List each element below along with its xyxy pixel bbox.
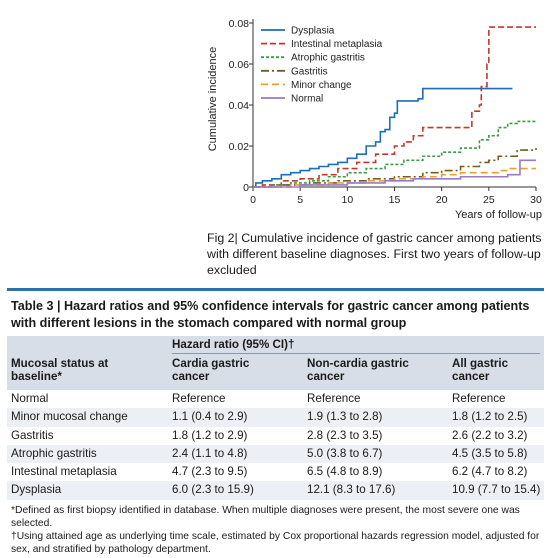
series-line-dysplasia	[253, 87, 513, 188]
table-title: Table 3 | Hazard ratios and 95% confiden…	[7, 288, 544, 336]
series-line-atrophic-gastritis	[253, 120, 536, 188]
legend-label: Intestinal metaplasia	[291, 39, 383, 50]
col-header-cardia: Cardia gastric cancer	[172, 357, 250, 383]
figure-caption-text: Cumulative incidence of gastric cancer a…	[207, 231, 542, 277]
col-header-all: All gastric cancer	[452, 357, 509, 383]
cell-all: 10.9 (7.7 to 15.4)	[452, 483, 541, 497]
table-row: Intestinal metaplasia 4.7 (2.3 to 9.5) 6…	[7, 463, 544, 481]
series-line-intestinal-metaplasia	[253, 26, 536, 188]
x-tick-label: 30	[530, 194, 542, 206]
figure-caption: Fig 2| Cumulative incidence of gastric c…	[207, 230, 547, 278]
cell-noncardia: 2.8 (2.3 to 3.5)	[307, 428, 383, 442]
table-row: Minor mucosal change 1.1 (0.4 to 2.9) 1.…	[7, 408, 544, 427]
x-tick-label: 20	[436, 194, 448, 206]
table-title-text: Hazard ratios and 95% confidence interva…	[11, 299, 530, 330]
cell-noncardia: 6.5 (4.8 to 8.9)	[307, 465, 383, 479]
cell-all: 6.2 (4.7 to 8.2)	[452, 465, 528, 479]
legend-label: Gastritis	[291, 66, 328, 77]
cell-noncardia: 12.1 (8.3 to 17.6)	[307, 483, 396, 497]
hazard-ratio-table: Table 3 | Hazard ratios and 95% confiden…	[7, 288, 544, 557]
cell-cardia: 6.0 (2.3 to 15.9)	[172, 483, 254, 497]
series-line-gastritis	[253, 148, 537, 188]
cell-status: Dysplasia	[11, 483, 62, 497]
col-header-status: Mucosal status at baseline*	[11, 357, 109, 383]
y-tick-label: 0.06	[229, 59, 250, 71]
cell-all: 4.5 (3.5 to 5.8)	[452, 446, 528, 460]
cell-status: Atrophic gastritis	[11, 446, 97, 460]
table-footnotes: *Defined as first biopsy identified in d…	[7, 500, 544, 557]
cell-all: 2.6 (2.2 to 3.2)	[452, 428, 528, 442]
footnote-method: †Using attained age as underlying time s…	[11, 531, 540, 556]
cell-noncardia: Reference	[307, 392, 361, 405]
hazard-ratio-header: Hazard ratio (95% CI)†	[172, 338, 295, 351]
table-row: Gastritis 1.8 (1.2 to 2.9) 2.8 (2.3 to 3…	[7, 427, 544, 445]
table-header: Hazard ratio (95% CI)† Mucosal status at…	[7, 336, 544, 390]
y-tick-label: 0.04	[229, 100, 250, 112]
y-tick-label: 0	[243, 182, 249, 194]
cell-cardia: 1.8 (1.2 to 2.9)	[172, 428, 248, 442]
table-row: Atrophic gastritis 2.4 (1.1 to 4.8) 5.0 …	[7, 444, 544, 464]
x-tick-label: 5	[297, 194, 303, 206]
chart-svg: 0 5 10 15 20 25 30 0 0.02 0.04 0.06 0.08 Years of fo…	[207, 18, 542, 221]
cell-status: Minor mucosal change	[11, 410, 128, 424]
legend-label: Normal	[291, 94, 323, 105]
cumulative-incidence-chart: 0 5 10 15 20 25 30 0 0.02 0.04 0.06 0.08 Years of fo…	[205, 10, 551, 232]
cell-status: Gastritis	[11, 428, 54, 442]
series-line-normal	[253, 159, 536, 188]
caption-separator: |	[234, 231, 242, 245]
x-tick-label: 10	[341, 194, 353, 206]
cell-all: Reference	[452, 392, 506, 405]
legend-label: Atrophic gastritis	[291, 53, 365, 64]
cell-cardia: 2.4 (1.1 to 4.8)	[172, 446, 248, 460]
table-body: Normal Reference Reference Reference Min…	[7, 390, 544, 500]
x-tick-label: 15	[389, 194, 401, 206]
x-tick-label: 0	[250, 194, 256, 206]
cell-cardia: 1.1 (0.4 to 2.9)	[172, 410, 248, 424]
cell-noncardia: 5.0 (3.8 to 6.7)	[307, 446, 383, 460]
footnote-definition: *Defined as first biopsy identified in d…	[11, 504, 520, 529]
cell-cardia: 4.7 (2.3 to 9.5)	[172, 465, 248, 479]
legend-label: Minor change	[291, 80, 352, 91]
cell-cardia: Reference	[172, 392, 226, 405]
table-row: Dysplasia 6.0 (2.3 to 15.9) 12.1 (8.3 to…	[7, 481, 544, 500]
figure-label: Fig 2	[207, 231, 235, 245]
table-row: Normal Reference Reference Reference	[7, 390, 544, 408]
col-header-noncardia: Non-cardia gastric cancer	[307, 357, 409, 383]
cell-noncardia: 1.9 (1.3 to 2.8)	[307, 410, 383, 424]
y-axis-label: Cumulative incidence	[207, 47, 219, 152]
legend-label: Dysplasia	[291, 26, 335, 37]
y-tick-label: 0.02	[229, 141, 250, 153]
table-title-separator: |	[53, 299, 64, 313]
x-tick-label: 25	[483, 194, 495, 206]
x-axis-label: Years of follow-up	[455, 209, 542, 221]
y-tick-label: 0.08	[229, 18, 250, 30]
cell-all: 1.8 (1.2 to 2.5)	[452, 410, 528, 424]
cell-status: Intestinal metaplasia	[11, 465, 117, 479]
table-label: Table 3	[11, 299, 54, 313]
header-divider	[172, 353, 540, 354]
cell-status: Normal	[11, 392, 49, 405]
